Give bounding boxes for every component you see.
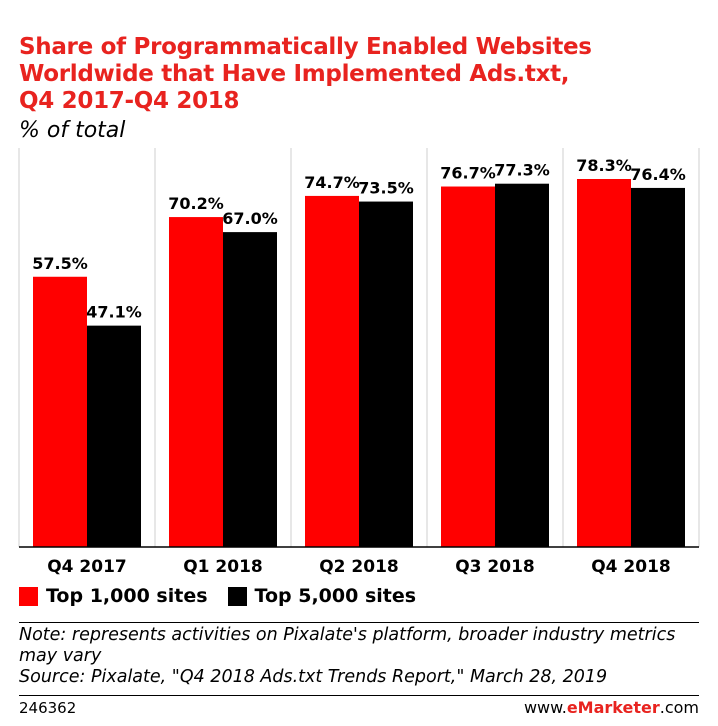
chart-title: Share of Programmatically Enabled Websit… [19,34,699,115]
x-tick-label: Q3 2018 [455,557,535,577]
data-label: 47.1% [86,303,142,322]
data-label: 76.7% [440,164,496,183]
legend-label-top-1000: Top 1,000 sites [46,585,208,607]
data-label: 76.4% [630,165,686,184]
bar-top-1000 [169,217,223,547]
footer-divider [19,695,699,696]
brand-name: eMarketer [566,698,660,717]
legend-item-top-5000: Top 5,000 sites [227,585,417,607]
x-tick-label: Q4 2018 [591,557,671,577]
bar-top-5000 [87,325,141,547]
data-label: 73.5% [358,179,414,198]
bar-top-5000 [359,201,413,547]
chart-id: 246362 [19,699,77,717]
legend: Top 1,000 sites Top 5,000 sites [19,585,436,607]
chart-title-line-2: Worldwide that Have Implemented Ads.txt, [19,61,570,87]
source-text: Source: Pixalate, "Q4 2018 Ads.txt Trend… [19,667,608,687]
bar-top-1000 [33,276,87,547]
data-label: 67.0% [222,209,278,228]
brand-suffix: .com [659,698,699,717]
bar-top-1000 [577,179,631,547]
data-label: 77.3% [494,161,550,180]
brand-prefix: www. [523,698,567,717]
data-label: 57.5% [32,254,88,273]
chart-title-line-1: Share of Programmatically Enabled Websit… [19,34,592,60]
bar-top-1000 [441,186,495,548]
bar-top-5000 [495,183,549,547]
bar-top-5000 [631,187,685,547]
chart-subtitle: % of total [19,118,126,143]
legend-label-top-5000: Top 5,000 sites [254,585,417,607]
bar-top-1000 [305,195,359,547]
legend-swatch-black [227,586,247,606]
data-label: 74.7% [304,173,360,192]
data-label: 78.3% [576,156,632,175]
x-tick-label: Q1 2018 [183,557,263,577]
x-tick-label: Q4 2017 [47,557,127,577]
brand-link[interactable]: www.eMarketer.com [524,698,699,717]
data-label: 70.2% [168,194,224,213]
note-text: Note: represents activities on Pixalate'… [19,625,676,666]
legend-item-top-1000: Top 1,000 sites [19,585,208,607]
x-tick-label: Q2 2018 [319,557,399,577]
legend-swatch-red [19,586,38,606]
note-divider [19,622,699,623]
chart-note: Note: represents activities on Pixalate'… [19,625,709,688]
chart-title-line-3: Q4 2017-Q4 2018 [19,88,240,114]
bar-top-5000 [223,232,277,547]
